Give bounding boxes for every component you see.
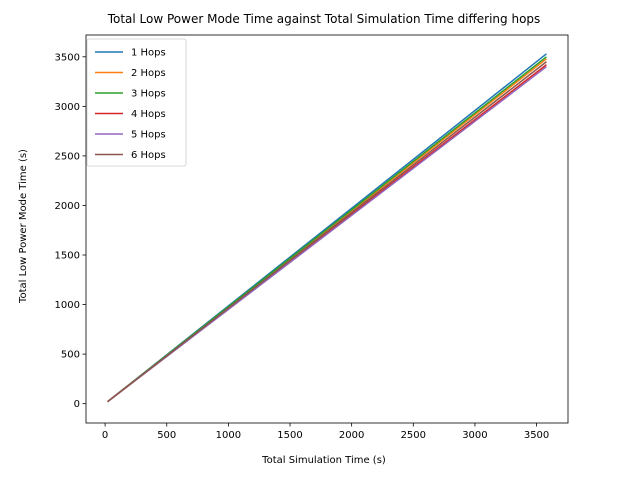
y-tick-label: 0 — [74, 399, 80, 410]
y-tick-label: 2500 — [55, 151, 80, 162]
y-tick-label: 3500 — [55, 52, 80, 63]
x-tick-label: 3500 — [524, 430, 549, 441]
x-tick-label: 0 — [102, 430, 108, 441]
y-tick-label: 1500 — [55, 251, 80, 262]
legend-label-2-hops: 2 Hops — [131, 68, 166, 79]
x-tick-label: 2500 — [401, 430, 426, 441]
plot-area: 0 500 1000 1500 2000 2500 3000 3500 0 500 1000 1500… — [55, 34, 569, 441]
y-tick-label: 2000 — [55, 201, 80, 212]
x-tick-label: 1000 — [216, 430, 241, 441]
x-axis-label: Total Simulation Time (s) — [261, 455, 386, 466]
x-tick-label: 500 — [157, 430, 176, 441]
series-line-6-hops — [107, 61, 547, 403]
plot-frame — [85, 34, 569, 424]
legend-label-5-hops: 5 Hops — [131, 130, 166, 141]
legend: 1 Hops 2 Hops 3 Hops 4 Hops 5 Hops 6 Hops — [86, 38, 187, 167]
x-tick-label: 1500 — [277, 430, 302, 441]
x-tick-label: 2000 — [339, 430, 364, 441]
chart-title: Total Low Power Mode Time against Total … — [107, 12, 541, 26]
legend-label-3-hops: 3 Hops — [131, 89, 166, 100]
y-tick-label: 3000 — [55, 102, 80, 113]
x-tick-label: 3000 — [462, 430, 487, 441]
y-axis-label: Total Low Power Mode Time (s) — [18, 149, 29, 304]
legend-label-1-hops: 1 Hops — [131, 48, 166, 59]
legend-label-4-hops: 4 Hops — [131, 109, 166, 120]
legend-label-6-hops: 6 Hops — [131, 150, 166, 161]
y-tick-label: 500 — [61, 350, 80, 361]
y-tick-label: 1000 — [55, 300, 80, 311]
